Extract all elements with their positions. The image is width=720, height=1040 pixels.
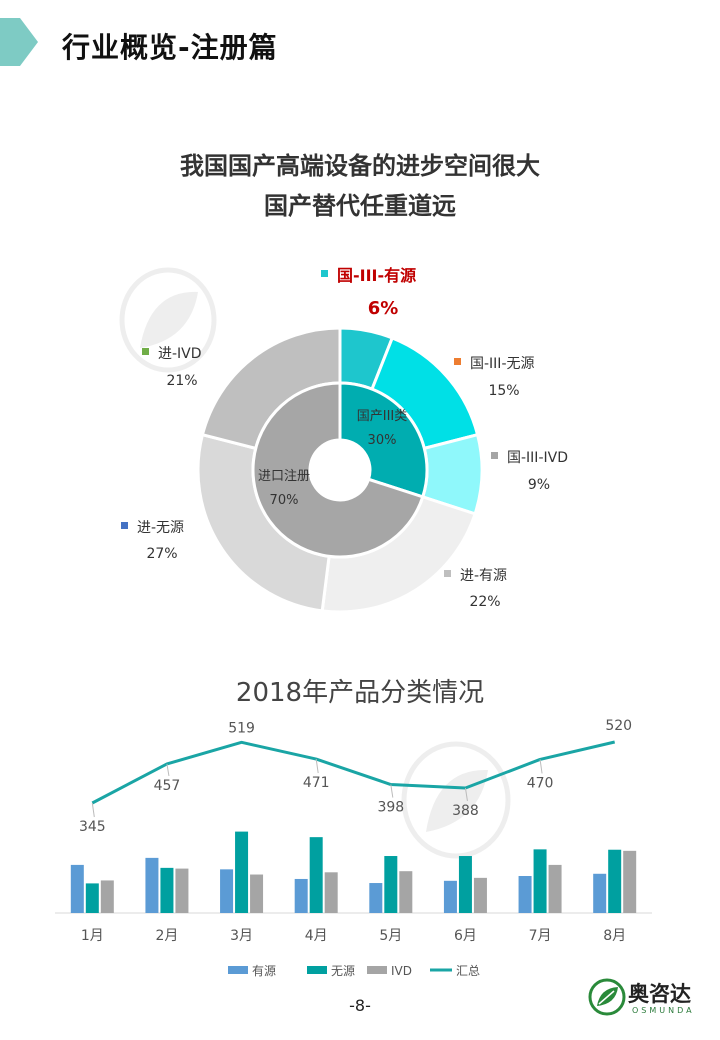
x-tick-label: 1月 (81, 928, 104, 944)
logo-cn-text: 奥咨达 (628, 981, 691, 1006)
inner-slice-0 (338, 381, 429, 499)
bar-有源 (369, 883, 383, 913)
data-label-leader (315, 759, 319, 774)
bar-有源 (443, 880, 457, 913)
donut-chart-title-line2: 国产替代任重道远 (264, 192, 456, 220)
outer-legend-marker (121, 522, 128, 529)
data-label-leader (166, 763, 170, 777)
outer-slice-label: 进-有源 (460, 568, 507, 584)
outer-slice-label: 国-III-无源 (470, 356, 535, 372)
bar-无源 (235, 831, 249, 913)
bar-IVD (250, 874, 264, 913)
bar-IVD (623, 850, 637, 913)
outer-slice-value: 27% (146, 546, 177, 562)
bar-IVD (548, 864, 562, 913)
legend-label: 汇总 (456, 964, 480, 978)
bar-有源 (145, 857, 159, 913)
line-data-label: 388 (452, 803, 479, 819)
line-data-label: 398 (377, 800, 404, 816)
bar-IVD (175, 868, 189, 913)
bar-IVD (100, 880, 114, 913)
outer-slice-label: 国-III-IVD (507, 450, 568, 466)
bar-有源 (220, 869, 234, 913)
x-tick-label: 5月 (379, 928, 402, 944)
outer-legend-marker (454, 358, 461, 365)
line-data-label: 519 (228, 720, 255, 736)
donut-chart-title-line1: 我国国产高端设备的进步空间很大 (180, 152, 540, 180)
x-tick-label: 7月 (529, 928, 552, 944)
bar-IVD (399, 871, 413, 913)
bar-chart-title: 2018年产品分类情况 (235, 678, 485, 708)
legend-label: IVD (391, 964, 412, 978)
outer-slice-value: 9% (528, 477, 550, 493)
header-accent-shape (0, 18, 38, 66)
bar-有源 (70, 864, 84, 913)
line-data-label: 470 (527, 775, 554, 791)
legend-bar-marker (307, 966, 327, 974)
line-data-label: 345 (79, 819, 106, 835)
bar-IVD (324, 872, 338, 913)
bar-有源 (593, 873, 607, 913)
bar-无源 (608, 849, 622, 913)
line-data-label: 520 (605, 718, 632, 734)
line-data-label: 457 (154, 778, 181, 794)
legend-bar-marker (228, 966, 248, 974)
inner-slice-1 (251, 381, 425, 559)
outer-legend-marker (444, 570, 451, 577)
bar-IVD (473, 877, 487, 913)
brand-logo: 奥咨达 OSMUNDA (588, 974, 706, 1024)
bar-无源 (533, 849, 547, 913)
leaf-logo-icon (588, 978, 626, 1016)
outer-slice-value: 6% (368, 298, 399, 319)
inner-slice-label: 进口注册 (258, 469, 310, 484)
x-tick-label: 2月 (155, 928, 178, 944)
x-tick-label: 8月 (603, 928, 626, 944)
x-tick-label: 6月 (454, 928, 477, 944)
outer-legend-marker (142, 348, 149, 355)
outer-legend-marker (321, 270, 328, 277)
outer-slice-label: 进-IVD (158, 346, 202, 362)
outer-legend-marker (491, 452, 498, 459)
bar-无源 (309, 837, 323, 913)
outer-slice-value: 21% (166, 373, 197, 389)
bar-有源 (294, 878, 308, 913)
data-label-leader (91, 802, 95, 818)
bar-无源 (384, 856, 398, 913)
data-label-leader (464, 787, 468, 802)
logo-en-text: OSMUNDA (632, 1006, 695, 1015)
bar-无源 (160, 867, 174, 913)
bar-无源 (458, 856, 472, 913)
bar-无源 (85, 883, 99, 913)
x-tick-label: 4月 (305, 928, 328, 944)
data-label-leader (539, 759, 543, 774)
inner-slice-value: 30% (368, 433, 397, 448)
outer-slice-label: 国-III-有源 (337, 266, 416, 285)
inner-slice-label: 国产III类 (357, 409, 408, 424)
page-number: -8- (349, 996, 371, 1015)
page-title: 行业概览-注册篇 (62, 31, 278, 64)
legend-bar-marker (367, 966, 387, 974)
data-label-leader (390, 784, 394, 798)
legend-label: 无源 (331, 964, 355, 978)
line-series-汇总 (91, 740, 616, 805)
inner-slice-value: 70% (270, 493, 299, 508)
bar-有源 (518, 876, 532, 913)
outer-slice-value: 15% (488, 383, 519, 399)
x-tick-label: 3月 (230, 928, 253, 944)
legend-label: 有源 (252, 964, 276, 978)
outer-slice-value: 22% (469, 594, 500, 610)
line-data-label: 471 (303, 775, 330, 791)
outer-slice-label: 进-无源 (137, 520, 184, 536)
